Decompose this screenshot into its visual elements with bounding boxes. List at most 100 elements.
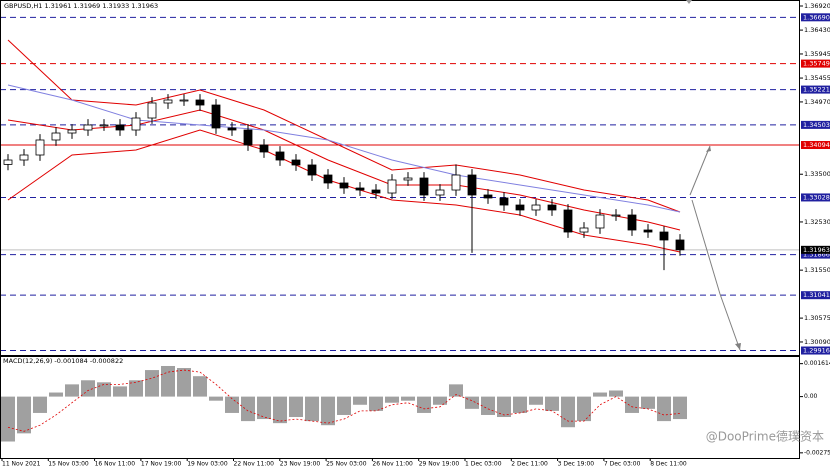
macd-bar [209,396,223,401]
shift-marker [686,0,692,4]
candle-body [499,197,509,206]
symbol-header: GBPUSD,H1 1.31961 1.31969 1.31933 1.3196… [4,2,158,10]
candle-body [467,174,477,196]
signal-line [7,369,681,432]
candle-body [3,159,13,165]
macd-frame [0,356,800,459]
macd-bar [481,396,495,415]
y-tick-label: 1.33500 [804,170,830,178]
level-label-box [801,250,830,259]
macd-bar [513,396,527,413]
candle-body [627,214,637,231]
x-tick-label: 29 Nov 19:00 [419,461,460,468]
candle-body [275,151,285,161]
arrow-head [735,343,741,350]
candle-body [611,214,621,217]
y-tick-label: -0.002754 [804,449,830,456]
level-label-box [801,346,830,355]
indicator-line [7,84,681,213]
macd-bar [545,396,559,411]
macd-bar [433,396,447,405]
last-price-box [801,245,830,254]
candle-body [259,144,269,153]
candle-body [403,177,413,181]
candle-body [35,139,45,156]
macd-bar [577,396,591,422]
candle-body [659,231,669,241]
macd-bar [609,390,623,397]
macd-bar [49,392,63,397]
y-tick-label: 0.001614 [804,360,830,367]
macd-bar [33,396,47,413]
candle-body [323,174,333,184]
level-label: 1.35221 [803,86,830,94]
indicator-line [7,39,681,213]
macd-bar [385,396,399,403]
candle-body [675,239,685,251]
macd-bar [641,396,655,409]
candle-body [19,154,29,161]
candle-body [371,189,381,194]
candle-body [115,124,125,131]
macd-bar [657,396,671,422]
macd-bar [225,396,239,413]
level-label-box [801,193,830,202]
x-tick-label: 1 Dec 03:00 [465,461,502,468]
macd-bar [529,396,543,405]
level-label: 1.33028 [803,193,830,201]
candle-body [435,189,445,196]
candle-body [595,214,605,229]
projection-arrow [689,145,711,196]
candle-body [83,124,93,131]
candle-body [179,99,189,102]
candle-body [355,187,365,191]
candle-body [547,204,557,211]
level-label-box [801,120,830,129]
macd-bar [337,396,351,415]
x-tick-label: 11 Nov 2021 [2,461,41,468]
x-tick-label: 3 Dec 19:00 [558,461,595,468]
indicator-line [7,109,681,231]
candle-body [451,174,461,191]
y-tick-label: 1.30575 [804,314,830,322]
x-tick-label: 8 Dec 11:00 [650,461,687,468]
level-label: 1.31041 [803,291,830,299]
level-label: 1.34503 [803,121,830,129]
macd-bar [561,396,575,428]
level-label: 1.35749 [803,60,830,68]
macd-bar [417,396,431,413]
macd-bar [593,392,607,397]
y-tick-label: 1.36920 [804,2,830,10]
macd-bar [177,368,191,397]
candle-body [643,229,653,233]
macd-bar [305,396,319,422]
x-tick-label: 25 Nov 03:00 [326,461,367,468]
level-label-box [801,13,830,22]
macd-bar [145,370,159,397]
y-tick-label: 1.31550 [804,266,830,274]
candle-body [163,99,173,104]
x-tick-label: 2 Dec 11:00 [511,461,548,468]
candle-body [339,182,349,189]
macd-bar [497,396,511,418]
candle-body [99,124,109,127]
x-tick-label: 22 Nov 11:00 [234,461,275,468]
macd-bar [273,396,287,424]
candle-body [515,204,525,211]
projection-arrow [691,199,741,351]
candle-body [419,177,429,196]
macd-bar [465,396,479,409]
x-tick-label: 15 Nov 03:00 [48,461,89,468]
level-label-box [801,59,830,68]
x-tick-label: 23 Nov 19:00 [280,461,321,468]
candle-body [243,129,253,146]
level-label: 1.31866 [803,251,830,259]
y-tick-label: 1.30090 [804,338,830,346]
macd-bar [97,382,111,397]
candle-body [483,194,493,199]
candle-body [563,209,573,233]
y-tick-label: 1.36430 [804,26,830,34]
macd-bar [113,386,127,397]
macd-bar [161,365,175,397]
